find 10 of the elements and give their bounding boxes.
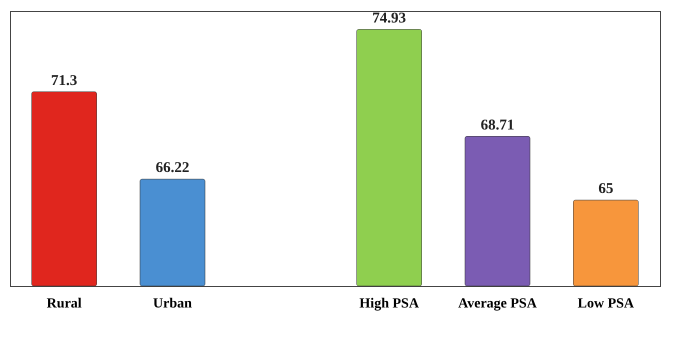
data-label: 68.71 <box>480 117 514 134</box>
x-tick-label: High PSA <box>359 296 420 312</box>
x-tick-label: Rural <box>46 296 82 312</box>
x-tick-label: Average PSA <box>458 296 538 312</box>
data-label: 74.93 <box>372 10 406 26</box>
x-tick-label: Urban <box>153 296 192 312</box>
x-tick-label: Low PSA <box>578 296 635 312</box>
data-label: 66.22 <box>156 160 190 176</box>
data-label: 65 <box>598 181 614 198</box>
data-label: 71.3 <box>51 72 78 89</box>
